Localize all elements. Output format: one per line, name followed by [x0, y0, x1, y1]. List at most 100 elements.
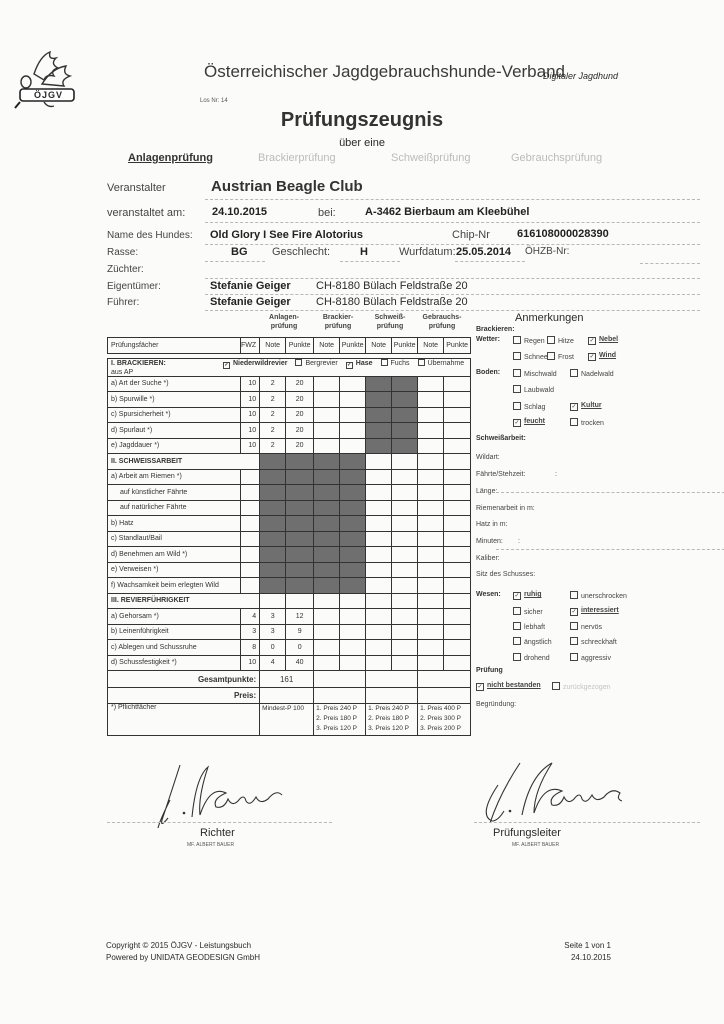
group-header-gebrauch: Gebrauchs- prüfung	[422, 314, 462, 330]
pruefung-checkbox[interactable]: ✓ nicht bestanden	[476, 682, 541, 691]
boden-label: Boden:	[476, 369, 501, 376]
table-row: d) Spurlaut *) 10 2 20	[107, 422, 472, 439]
tagline: Digitaler Jagdhund	[543, 71, 619, 81]
wetter-checkbox[interactable]: ✓ Wind	[588, 352, 616, 361]
wetter-checkbox[interactable]: Regen	[513, 336, 545, 345]
boden-checkbox[interactable]: Laubwald	[513, 385, 554, 394]
wesen-checkbox[interactable]: aggressiv	[570, 653, 611, 662]
punkte-value	[285, 499, 315, 516]
wetter-checkbox[interactable]: Hitze	[547, 336, 574, 345]
empty-cell	[339, 499, 367, 516]
hund-label: Name des Hundes:	[107, 230, 193, 241]
empty-cell	[443, 577, 472, 594]
wetter-checkbox[interactable]: ✓ Nebel	[588, 336, 618, 345]
punkte-value	[285, 468, 315, 485]
boden-checkbox[interactable]: trocken	[570, 418, 604, 427]
empty-cell	[443, 484, 472, 501]
brackieren-option-checkbox[interactable]: Bergrevier	[295, 358, 338, 367]
note-value: 2	[259, 375, 287, 392]
checkbox-label: Wind	[599, 352, 617, 359]
empty-cell	[313, 484, 341, 501]
table-row: c) Ablegen und Schussruhe 8 0 0	[107, 639, 472, 656]
table-row: c) Standlaut/Bail	[107, 530, 472, 547]
empty-cell	[313, 515, 341, 532]
wetter-checkbox[interactable]: Frost	[547, 352, 574, 361]
wesen-checkbox[interactable]: drohend	[513, 653, 550, 662]
wesen-checkbox[interactable]: sicher	[513, 607, 543, 616]
empty-cell	[417, 546, 445, 563]
section-row: II. SCHWEISSARBEIT	[106, 453, 472, 470]
empty-cell	[313, 687, 367, 704]
logo-text: ÖJGV	[34, 90, 64, 100]
column-header: Punkte	[443, 337, 472, 354]
subject-label: c) Standlaut/Bail	[107, 530, 241, 547]
pruefungsleiter-label: Prüfungsleiter	[493, 827, 561, 839]
empty-cell	[339, 484, 367, 501]
subject-label: d) Benehmen am Wild *)	[107, 546, 241, 563]
empty-cell	[365, 530, 393, 547]
brackieren-label: Brackieren:	[476, 326, 515, 333]
brackieren-option-checkbox[interactable]: Übernahme aus AP	[111, 358, 464, 376]
empty-cell	[391, 375, 419, 392]
wesen-checkbox[interactable]: ✓ ruhig	[513, 591, 542, 600]
brackieren-option-checkbox[interactable]: ✓ Niederwildrevier	[223, 360, 287, 369]
richter-signature	[157, 764, 283, 829]
los-nr: Los Nr: 14	[200, 98, 228, 104]
wesen-checkbox[interactable]: nervös	[570, 622, 602, 631]
empty-cell	[417, 670, 472, 688]
empty-cell	[259, 687, 315, 704]
boden-checkbox[interactable]: ✓ feucht	[513, 418, 545, 427]
empty-cell	[313, 375, 341, 392]
fwz-value	[239, 468, 261, 485]
checked-box-icon: ✓	[476, 683, 484, 691]
subject-label: a) Gehorsam *)	[107, 608, 241, 625]
chip-value: 616108000028390	[517, 228, 609, 240]
brackieren-option-checkbox[interactable]: Fuchs	[380, 358, 410, 367]
empty-cell	[313, 453, 341, 470]
boden-checkbox[interactable]: Nadelwald	[570, 369, 614, 378]
subject-label: b) Leinenführigkeit	[107, 623, 241, 640]
empty-cell	[391, 515, 419, 532]
section-row: III. REVIERFÜHRIGKEIT	[106, 592, 472, 609]
veranstalter-value: Austrian Beagle Club	[211, 178, 363, 195]
wetter-checkbox[interactable]: Schnee	[513, 352, 548, 361]
punkte-value: 20	[285, 406, 315, 423]
chip-label: Chip-Nr	[452, 229, 490, 241]
empty-cell	[443, 468, 472, 485]
column-header: Note	[365, 337, 393, 354]
empty-cell	[417, 468, 445, 485]
geschlecht-value: H	[360, 246, 368, 258]
pruefung-checkbox[interactable]: zurückgezogen	[552, 682, 610, 691]
wesen-checkbox[interactable]: lebhaft	[513, 622, 545, 631]
wesen-checkbox[interactable]: unerschrocken	[570, 591, 627, 600]
wesen-checkbox[interactable]: schreckhaft	[570, 637, 617, 646]
empty-cell	[417, 561, 445, 578]
wesen-checkbox[interactable]: ängstlich	[513, 637, 552, 646]
fwz-value: 10	[239, 654, 261, 671]
subject-label: e) Verweisen *)	[107, 561, 241, 578]
boden-checkbox[interactable]: Mischwald	[513, 369, 557, 378]
checked-box-icon: ✓	[513, 592, 521, 600]
kaliber-label: Kaliber:	[476, 555, 500, 562]
empty-cell	[443, 530, 472, 547]
preis-thresholds: Mindest-P 100	[259, 702, 315, 736]
wesen-checkbox[interactable]: ✓ interessiert	[570, 607, 619, 616]
eigentuemer-adresse: CH-8180 Bülach Feldstraße 20	[316, 280, 468, 292]
pruefungsleiter-name: MF. ALBERT BAUER	[512, 842, 560, 848]
fuehrer-adresse: CH-8180 Bülach Feldstraße 20	[316, 296, 468, 308]
empty-cell	[365, 422, 393, 439]
empty-cell	[313, 437, 341, 454]
boden-checkbox[interactable]: ✓ Kultur	[570, 402, 602, 411]
page-title: Prüfungszeugnis	[280, 109, 444, 131]
table-row: a) Art der Suche *) 10 2 20	[107, 375, 472, 392]
boden-checkbox[interactable]: Schlag	[513, 402, 545, 411]
empty-cell	[391, 406, 419, 423]
brackieren-option-checkbox[interactable]: ✓ Hase	[345, 360, 373, 369]
note-value: 2	[259, 406, 287, 423]
empty-cell	[443, 391, 472, 408]
schweissarbeit-label: Schweißarbeit:	[476, 435, 526, 442]
minuten-separator: :	[518, 538, 520, 545]
checkbox-label: ruhig	[524, 591, 542, 598]
empty-cell	[365, 592, 393, 609]
checkbox-icon	[513, 653, 521, 661]
